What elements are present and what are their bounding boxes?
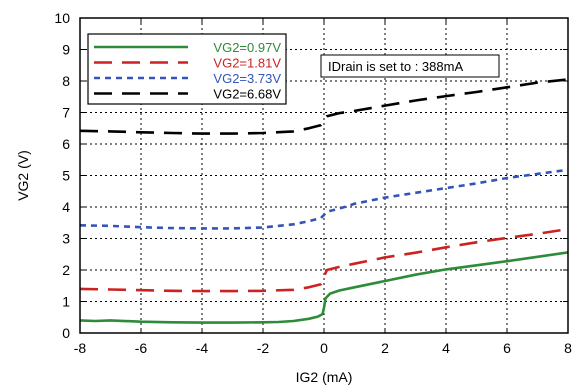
- x-tick-label: 6: [503, 340, 511, 356]
- y-axis-title: VG2 (V): [15, 150, 31, 201]
- x-tick-label: 0: [320, 340, 328, 356]
- y-tick-label: 4: [62, 199, 70, 215]
- y-tick-label: 5: [62, 168, 70, 184]
- x-tick-label: 2: [381, 340, 389, 356]
- y-tick-label: 3: [62, 231, 70, 247]
- y-tick-label: 10: [54, 10, 70, 26]
- y-tick-label: 8: [62, 73, 70, 89]
- x-tick-label: -2: [257, 340, 270, 356]
- annotation-text: IDrain is set to : 388mA: [328, 59, 463, 74]
- y-tick-label: 1: [62, 294, 70, 310]
- x-axis-title: IG2 (mA): [296, 369, 353, 385]
- legend-label: VG2=3.73V: [213, 71, 281, 86]
- legend-label: VG2=0.97V: [213, 40, 281, 55]
- legend-label: VG2=6.68V: [213, 87, 281, 102]
- x-tick-label: -8: [74, 340, 87, 356]
- y-tick-label: 2: [62, 262, 70, 278]
- x-tick-label: -4: [196, 340, 209, 356]
- y-tick-label: 6: [62, 136, 70, 152]
- y-tick-label: 7: [62, 105, 70, 121]
- annotation: IDrain is set to : 388mA: [321, 55, 499, 77]
- x-tick-label: 4: [442, 340, 450, 356]
- series-line-1: [80, 252, 568, 322]
- y-tick-label: 0: [62, 325, 70, 341]
- y-tick-label: 9: [62, 42, 70, 58]
- x-tick-label: -6: [135, 340, 148, 356]
- series-lines: [80, 79, 568, 322]
- legend-label: VG2=1.81V: [213, 56, 281, 71]
- x-tick-label: 8: [564, 340, 572, 356]
